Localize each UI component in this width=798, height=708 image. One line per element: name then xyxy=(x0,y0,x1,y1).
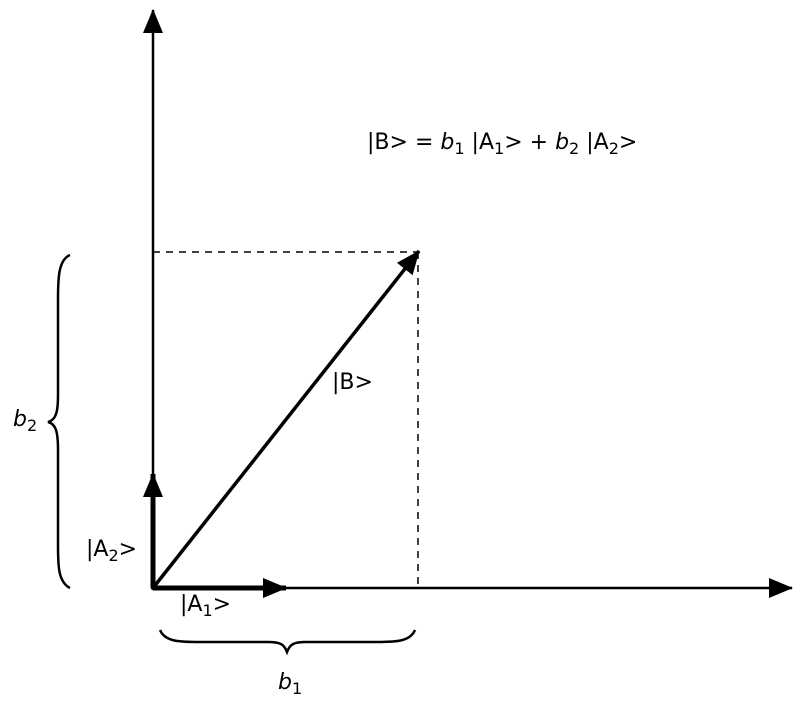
vector-b-label: |B> xyxy=(332,370,373,395)
vector-b-arrow xyxy=(151,249,421,590)
basis-a1-label: |A1> xyxy=(180,592,232,620)
brace-b2 xyxy=(47,253,71,590)
equation: |B> = b1 |A1> + b2 |A2> xyxy=(367,130,638,158)
b2-label: b2 xyxy=(13,407,38,435)
brace-b1 xyxy=(158,629,417,656)
basis-a2-label: |A2> xyxy=(86,537,138,565)
b1-label: b1 xyxy=(278,670,303,698)
